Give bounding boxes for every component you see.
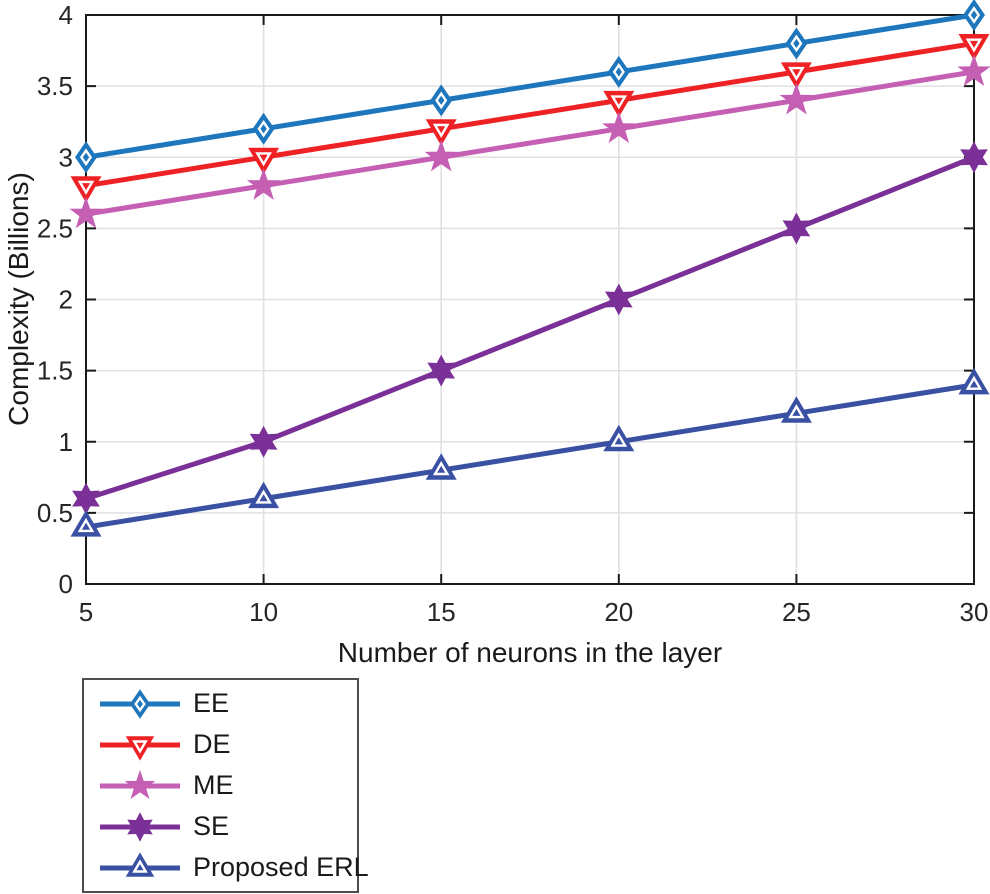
y-tick-label: 0 — [59, 569, 73, 599]
tick-labels: 5 10 15 20 25 30 0 0.5 1 1.5 2 2.5 3 3.5 4 — [37, 0, 989, 627]
series-se — [72, 141, 988, 515]
series-de — [70, 33, 990, 203]
y-tick-label: 2 — [59, 285, 73, 315]
legend-item-me: ME — [98, 765, 357, 806]
legend-marker-ee-icon — [100, 688, 180, 719]
legend-item-proposed-erl: Proposed ERL — [98, 847, 369, 888]
series-ee — [75, 0, 985, 174]
legend-label: EE — [193, 688, 230, 718]
y-tick-label: 3.5 — [37, 71, 73, 101]
x-axis-label: Number of neurons in the layer — [338, 637, 722, 668]
series-me — [69, 54, 990, 229]
legend-label: SE — [193, 811, 230, 841]
grid-layer — [85, 14, 975, 585]
y-tick-label: 1.5 — [37, 356, 73, 386]
legend-label: DE — [193, 729, 231, 759]
legend-marker-proposed-erl-icon — [100, 851, 180, 877]
legend-item-se: SE — [98, 806, 357, 847]
x-tick-label: 30 — [960, 597, 989, 627]
x-tick-label: 20 — [604, 597, 633, 627]
legend: EE DE ME SE Proposed ERL — [82, 678, 369, 893]
y-tick-label: 1 — [59, 427, 73, 457]
y-tick-label: 2.5 — [37, 213, 73, 243]
y-tick-label: 4 — [59, 0, 73, 30]
x-tick-label: 5 — [79, 597, 93, 627]
legend-item-de: DE — [98, 724, 357, 765]
legend-marker-se-icon — [100, 811, 180, 842]
y-tick-label: 3 — [59, 142, 73, 172]
legend-item-ee: EE — [98, 683, 357, 724]
legend-marker-me-icon — [100, 769, 180, 799]
axes-box — [85, 14, 975, 585]
y-tick-label: 0.5 — [37, 498, 73, 528]
legend-label: Proposed ERL — [193, 852, 369, 882]
x-tick-label: 25 — [782, 597, 811, 627]
series-proposed-erl — [70, 367, 990, 537]
x-tick-label: 15 — [427, 597, 456, 627]
legend-label: ME — [193, 770, 234, 800]
legend-marker-de-icon — [100, 735, 180, 761]
chart-canvas: Number of neurons in the layer Complexit… — [3, 0, 990, 668]
x-tick-label: 10 — [249, 597, 278, 627]
y-axis-label: Complexity (Billions) — [3, 172, 34, 426]
